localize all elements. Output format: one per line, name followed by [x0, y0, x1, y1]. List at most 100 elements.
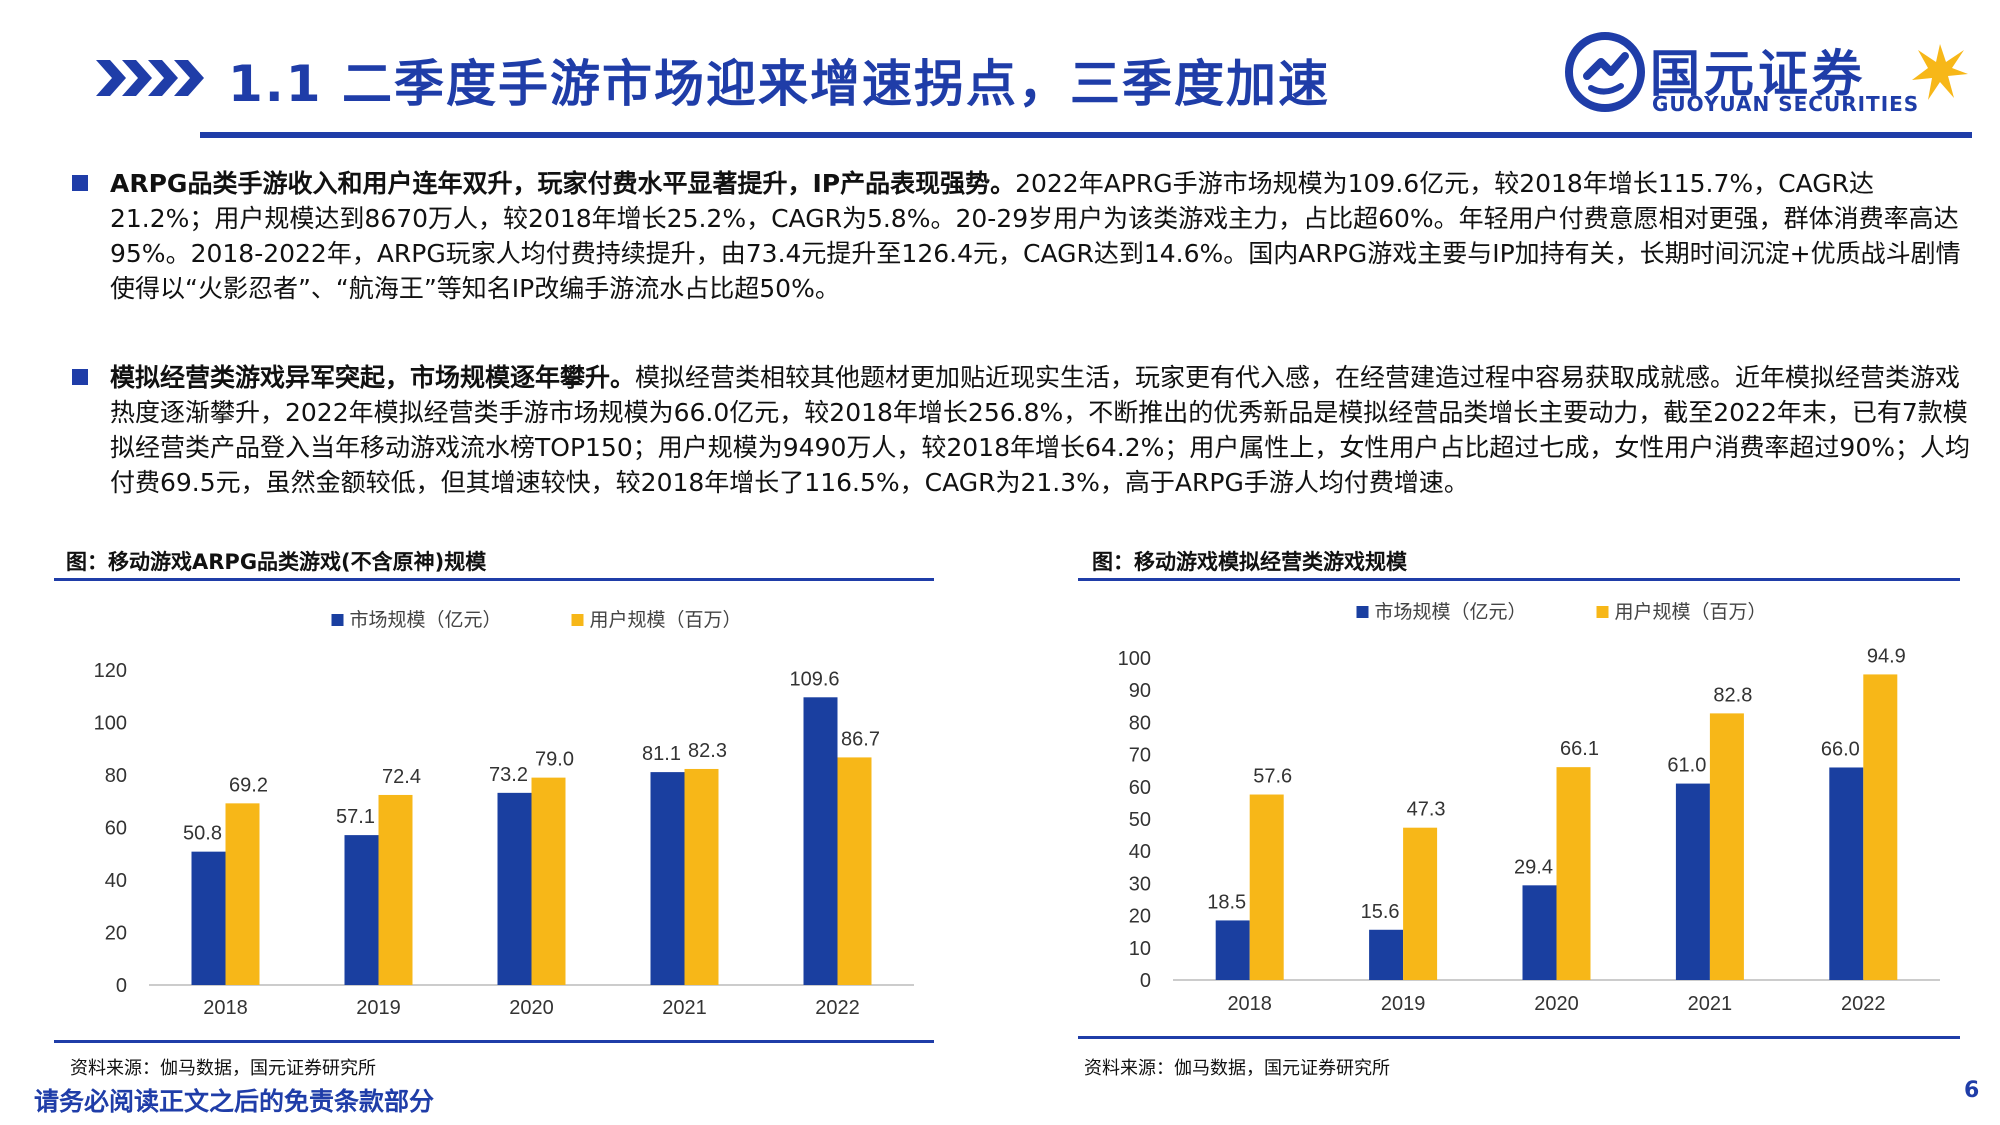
y-tick-label: 120	[94, 660, 127, 682]
paragraph-arpg-headline: ARPG品类手游收入和用户连年双升，玩家付费水平显著提升，IP产品表现强势。	[110, 169, 1016, 198]
bar-user-scale	[837, 757, 872, 985]
page-number: 6	[1964, 1078, 1980, 1103]
chart-arpg-title: 图：移动游戏ARPG品类游戏(不含原神)规模	[66, 550, 487, 574]
paragraph-arpg-body: 2022年APRG手游市场规模为109.6亿元，较2018年增长115.7%，C…	[110, 169, 1961, 303]
paragraph-simulation: 模拟经营类游戏异军突起，市场规模逐年攀升。模拟经营类相较其他题材更加贴近现实生活…	[72, 360, 1970, 500]
paragraph-simulation-body: 模拟经营类相较其他题材更加贴近现实生活，玩家更有代入感，在经营建造过程中容易获取…	[110, 363, 1970, 497]
chart-simulation-title: 图：移动游戏模拟经营类游戏规模	[1092, 550, 1407, 574]
chart-simulation: 0 10 20 30 40 50 60 70 80 90 100 2018 18.5 57.6 2019 15…	[1118, 601, 1940, 1015]
bar-market-size	[1215, 920, 1250, 980]
data-label: 66.1	[1560, 738, 1599, 760]
bullet-square-icon	[72, 175, 88, 191]
bullet-square-icon	[72, 369, 88, 385]
y-tick-label: 80	[105, 765, 127, 787]
bar-market-size	[497, 792, 532, 985]
legend-label: 市场规模（亿元）	[350, 609, 502, 631]
legend-label: 用户规模（百万）	[590, 609, 742, 631]
bar-market-size	[344, 835, 379, 985]
bar-user-scale	[1249, 794, 1284, 980]
data-label: 57.1	[336, 806, 375, 828]
y-tick-label: 20	[105, 923, 127, 945]
data-label: 66.0	[1821, 738, 1860, 760]
bar-market-size	[1675, 783, 1710, 980]
company-logo-icon	[1565, 32, 1645, 112]
legend-label: 市场规模（亿元）	[1375, 601, 1527, 623]
legend-swatch	[571, 614, 584, 626]
y-tick-label: 60	[105, 818, 127, 840]
bar-user-scale	[1709, 713, 1744, 980]
bar-market-size	[1829, 767, 1864, 980]
data-label: 82.8	[1713, 684, 1752, 706]
y-tick-label: 70	[1129, 745, 1151, 767]
x-tick-label: 2020	[509, 997, 554, 1019]
y-tick-label: 60	[1129, 777, 1151, 799]
y-tick-label: 40	[1129, 841, 1151, 863]
logo-english-name: GUOYUAN SECURITIES	[1652, 92, 1920, 116]
chart-arpg: 0 20 40 60 80 100 120 2018 50.8 69.2 2019 57.1 72.4 2…	[94, 609, 914, 1019]
y-tick-label: 80	[1129, 712, 1151, 734]
bar-user-scale	[225, 803, 260, 985]
bar-user-scale	[1556, 767, 1591, 980]
data-label: 57.6	[1253, 766, 1292, 788]
data-label: 109.6	[789, 668, 839, 690]
bar-user-scale	[1403, 827, 1438, 980]
bar-market-size	[650, 772, 685, 985]
chart-simulation-source: 资料来源：伽马数据，国元证券研究所	[1084, 1058, 1390, 1079]
x-tick-label: 2018	[1227, 993, 1272, 1015]
page-title: 1.1 二季度手游市场迎来增速拐点，三季度加速	[228, 55, 1330, 113]
data-label: 50.8	[183, 823, 222, 845]
data-label: 15.6	[1361, 901, 1400, 923]
chart-simulation-top-rule	[1078, 578, 1960, 581]
data-label: 18.5	[1207, 891, 1246, 913]
y-tick-label: 90	[1129, 680, 1151, 702]
data-label: 82.3	[688, 740, 727, 762]
chart-simulation-bottom-rule	[1078, 1036, 1960, 1039]
y-tick-label: 0	[1140, 970, 1151, 992]
data-label: 61.0	[1667, 755, 1706, 777]
logo-chinese-name: 国元证券	[1650, 45, 1866, 103]
paragraph-arpg: ARPG品类手游收入和用户连年双升，玩家付费水平显著提升，IP产品表现强势。20…	[72, 166, 1961, 306]
y-tick-label: 0	[116, 975, 127, 997]
x-tick-label: 2019	[1381, 993, 1426, 1015]
legend-label: 用户规模（百万）	[1615, 601, 1767, 623]
chart-arpg-top-rule	[54, 578, 934, 581]
paragraph-simulation-headline: 模拟经营类游戏异军突起，市场规模逐年攀升。	[110, 363, 636, 392]
bar-market-size	[1522, 885, 1557, 980]
disclaimer-footer: 请务必阅读正文之后的免责条款部分	[34, 1087, 435, 1116]
data-label: 73.2	[489, 764, 528, 786]
bar-user-scale	[531, 777, 566, 985]
chart-arpg-source: 资料来源：伽马数据，国元证券研究所	[70, 1058, 376, 1079]
data-label: 47.3	[1407, 799, 1446, 821]
y-tick-label: 50	[1129, 809, 1151, 831]
legend-swatch	[1356, 606, 1369, 618]
x-tick-label: 2022	[1841, 993, 1886, 1015]
y-tick-label: 30	[1129, 873, 1151, 895]
bar-market-size	[1369, 929, 1404, 980]
title-divider	[200, 132, 1972, 138]
y-tick-label: 100	[1118, 648, 1151, 670]
legend-swatch	[1596, 606, 1609, 618]
data-label: 86.7	[841, 728, 880, 750]
logo-star-icon	[1900, 40, 1970, 110]
data-label: 72.4	[382, 766, 421, 788]
x-tick-label: 2018	[203, 997, 248, 1019]
y-tick-label: 10	[1129, 938, 1151, 960]
bar-market-size	[191, 851, 226, 985]
y-tick-label: 100	[94, 713, 127, 735]
x-tick-label: 2020	[1534, 993, 1579, 1015]
chart-arpg-bottom-rule	[54, 1040, 934, 1043]
legend-swatch	[331, 614, 344, 626]
data-label: 81.1	[642, 743, 681, 765]
bar-market-size	[803, 697, 838, 985]
bar-user-scale	[1863, 674, 1898, 980]
x-tick-label: 2021	[1688, 993, 1733, 1015]
data-label: 94.9	[1867, 645, 1906, 667]
x-tick-label: 2019	[356, 997, 401, 1019]
data-label: 79.0	[535, 749, 574, 771]
data-label: 29.4	[1514, 856, 1553, 878]
y-tick-label: 20	[1129, 906, 1151, 928]
bar-user-scale	[378, 794, 413, 985]
data-label: 69.2	[229, 774, 268, 796]
x-tick-label: 2022	[815, 997, 860, 1019]
title-arrows-icon	[96, 56, 206, 100]
